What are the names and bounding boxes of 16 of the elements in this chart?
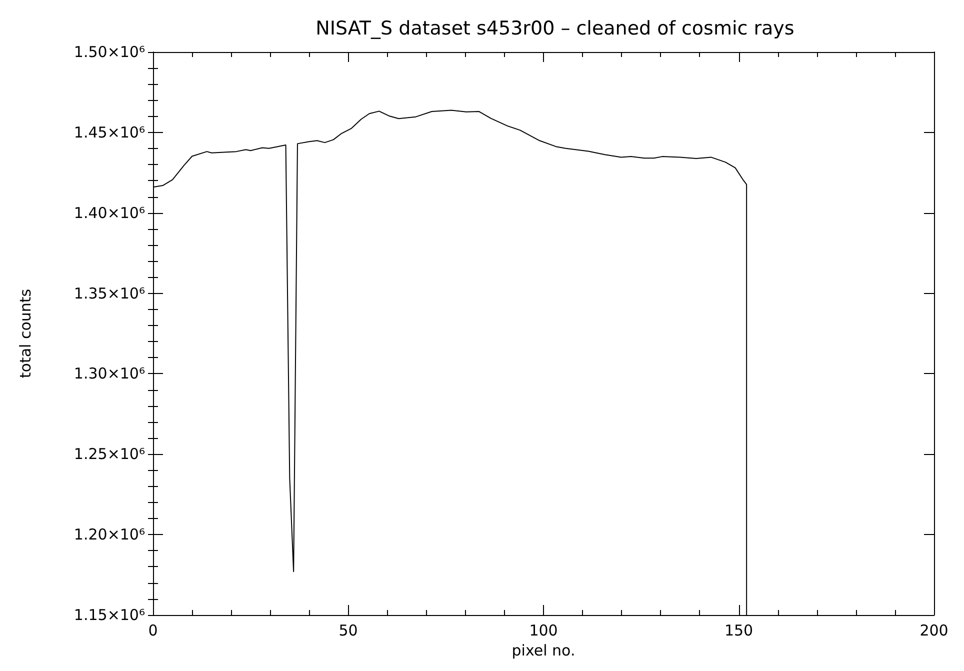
y-axis-title: total counts (16, 288, 34, 378)
x-axis-title: pixel no. (512, 642, 576, 660)
y-tick-label: 1.35×10⁶ (74, 284, 145, 302)
x-tick-label: 0 (148, 622, 158, 640)
y-tick-label: 1.20×10⁶ (74, 526, 145, 544)
y-tick-label: 1.30×10⁶ (74, 364, 145, 383)
y-tick-label: 1.45×10⁶ (74, 123, 145, 142)
y-tick-label: 1.50×10⁶ (74, 43, 145, 61)
chart-title: NISAT_S dataset s453r00 – cleaned of cosmic rays (316, 18, 794, 40)
y-tick-label: 1.40×10⁶ (74, 204, 145, 222)
y-tick-label: 1.15×10⁶ (74, 606, 145, 624)
x-tick-label: 100 (529, 622, 558, 640)
x-tick-label: 200 (920, 622, 948, 640)
y-tick-label: 1.25×10⁶ (74, 445, 145, 464)
x-tick-label: 50 (338, 622, 358, 640)
x-tick-label: 150 (724, 622, 754, 640)
